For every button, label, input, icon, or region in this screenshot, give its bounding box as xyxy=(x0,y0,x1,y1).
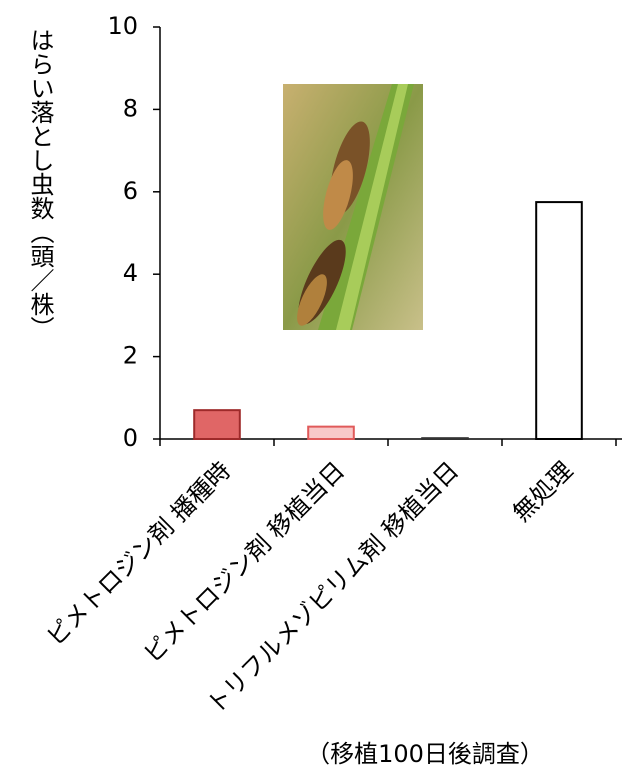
y-tick-label: 10 xyxy=(107,12,138,40)
insect-photo xyxy=(283,84,423,330)
note: （移植100日後調査） xyxy=(306,740,544,768)
x-tick-label: ピメトロジン剤 移植当日 xyxy=(138,456,350,668)
bar xyxy=(421,437,469,440)
y-tick-label: 0 xyxy=(123,424,138,452)
y-tick-label: 6 xyxy=(123,177,138,205)
y-tick-label: 8 xyxy=(123,94,138,122)
bar xyxy=(307,425,355,441)
bar xyxy=(535,201,583,440)
x-tick-label: トリフルメゾピリム剤 移植当日 xyxy=(201,456,464,719)
y-tick-label: 4 xyxy=(123,259,138,287)
y-tick-label: 2 xyxy=(123,342,138,370)
y-axis-title: はらい落とし虫数（頭／株） xyxy=(26,28,54,340)
x-tick-label: ピメトロジン剤 播種時 xyxy=(41,456,236,651)
bar xyxy=(193,409,241,441)
x-tick-label: 無処理 xyxy=(507,456,578,527)
